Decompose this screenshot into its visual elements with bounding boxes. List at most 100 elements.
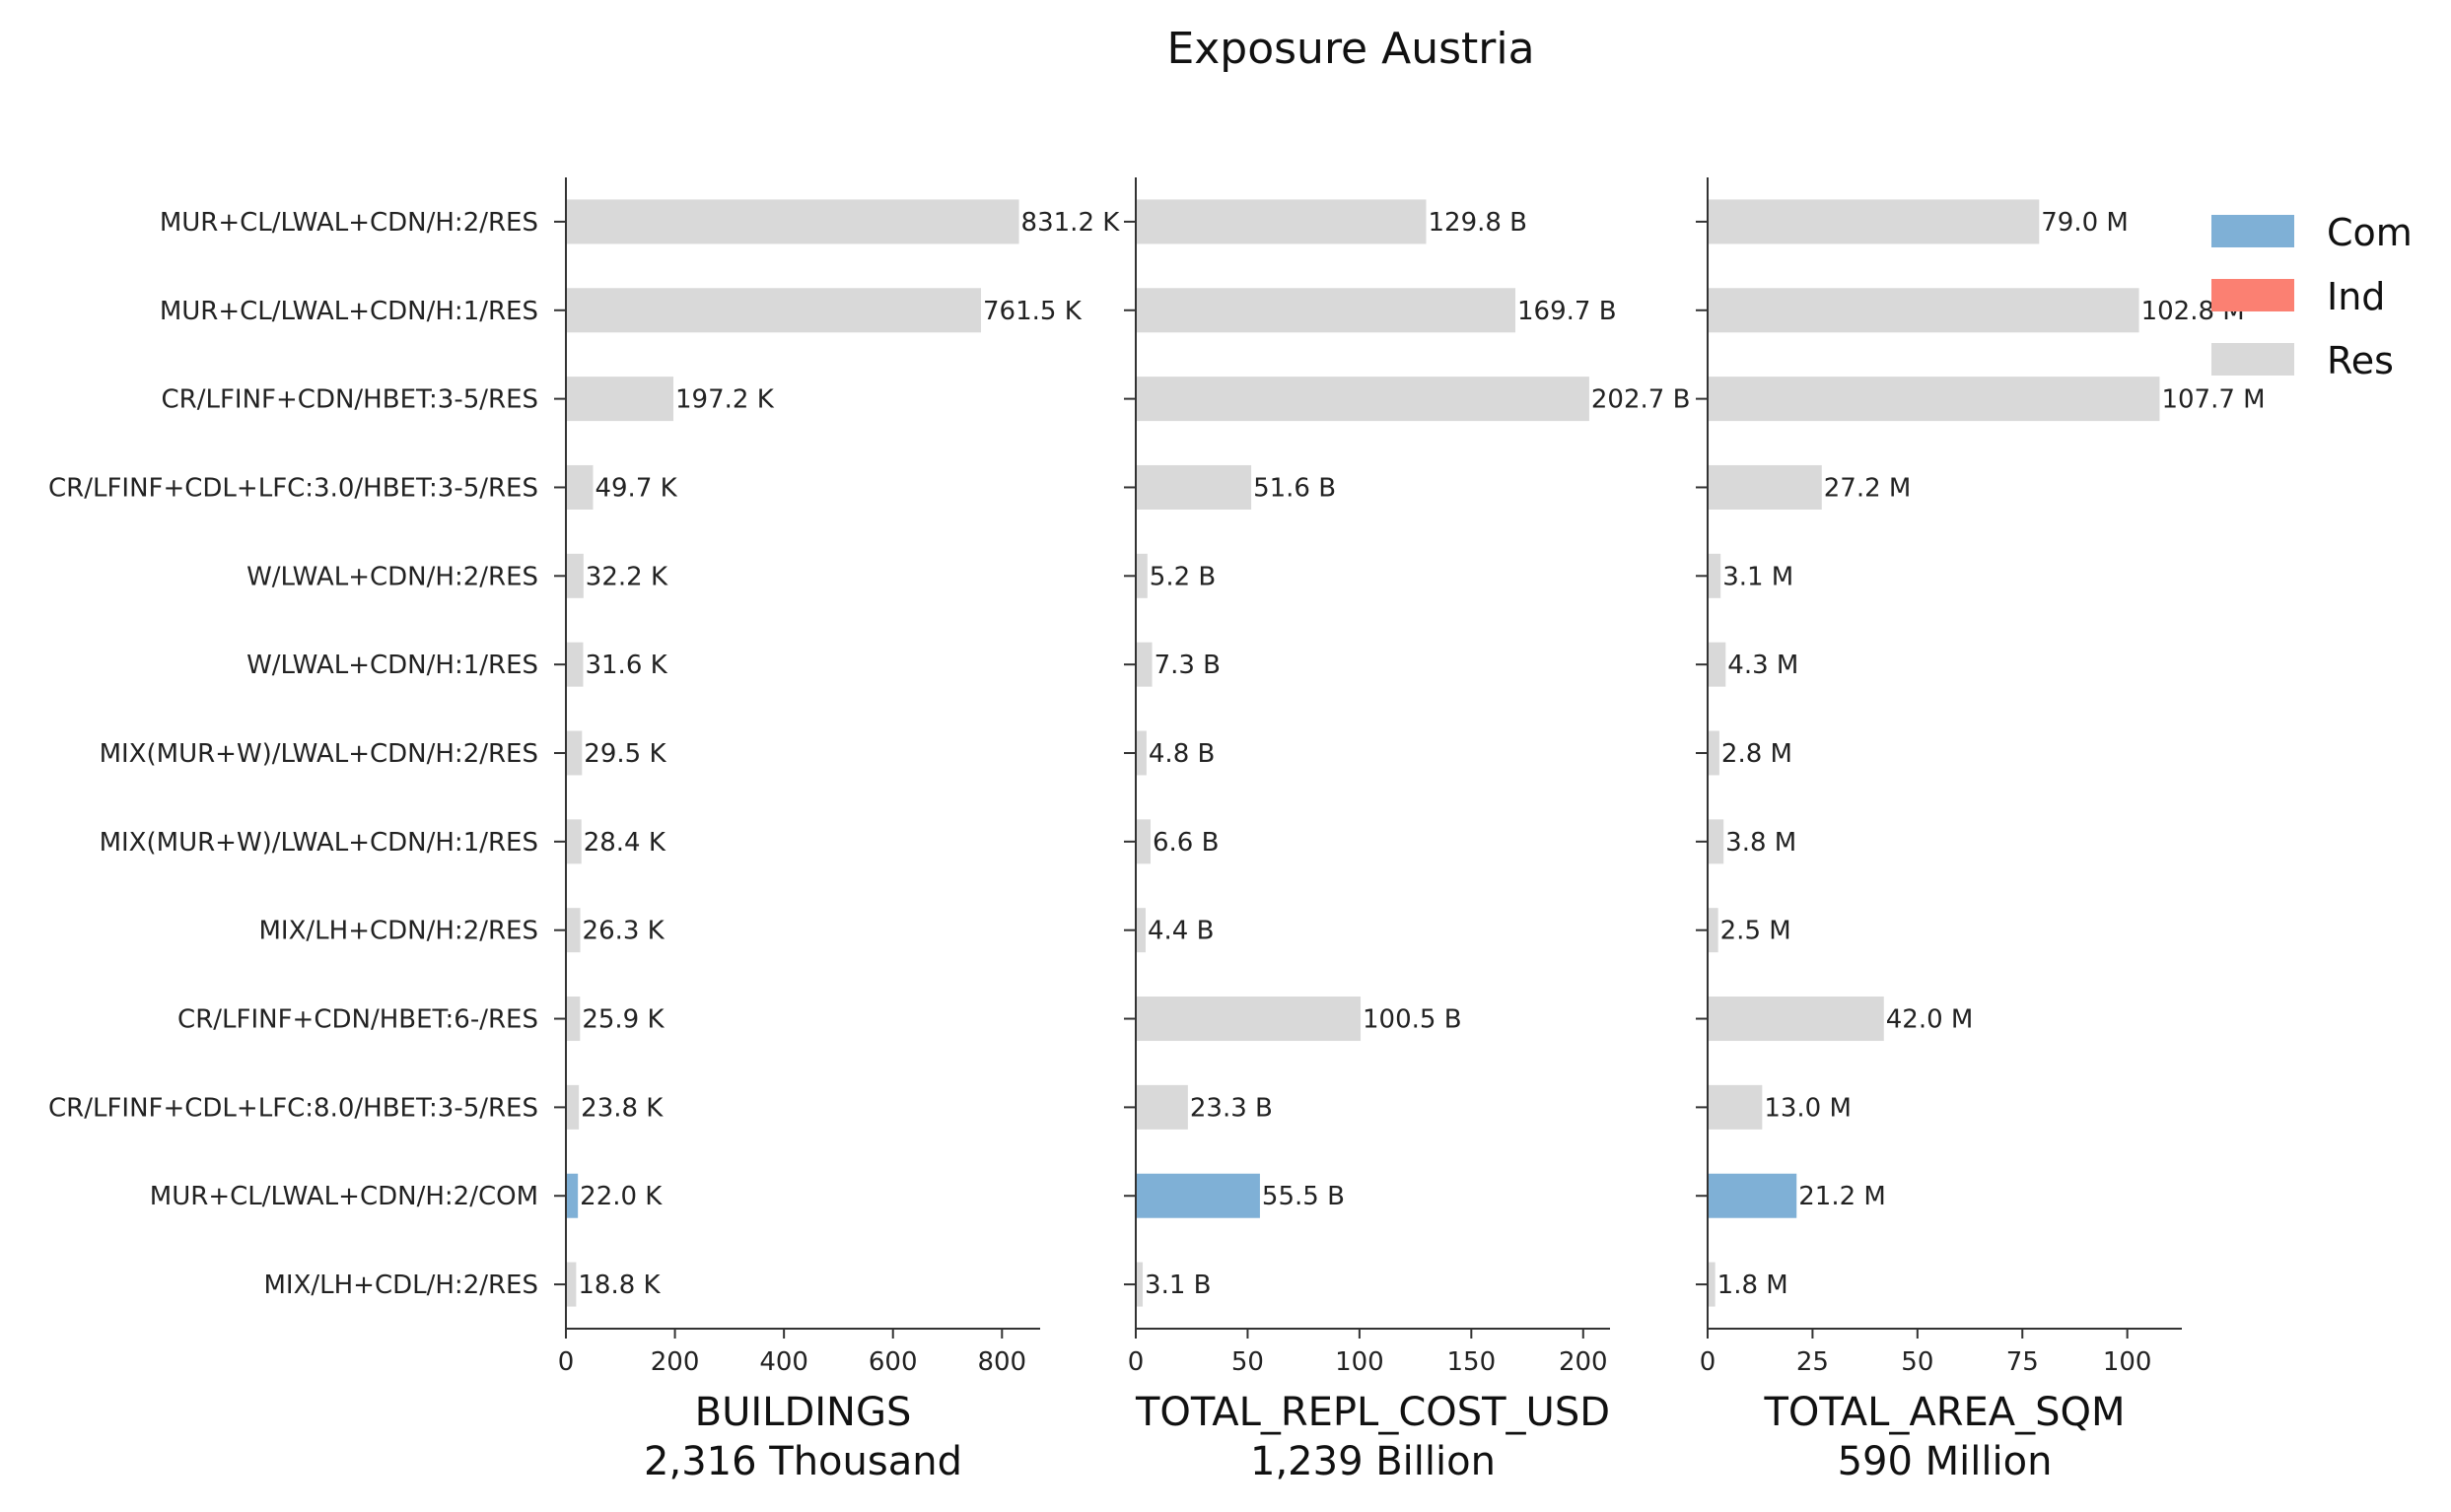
category-label: CR/LFINF+CDN/HBET:6-/RES [177, 1005, 538, 1035]
bar-value-label: 3.1 B [1145, 1271, 1211, 1300]
category-label: CR/LFINF+CDL+LFC:3.0/HBET:3-5/RES [48, 473, 538, 503]
bar [1709, 997, 1884, 1042]
legend-swatch [2211, 215, 2294, 247]
bar [1709, 1262, 1716, 1307]
category-label: MIX(MUR+W)/LWAL+CDN/H:1/RES [100, 828, 538, 858]
bar-value-label: 3.8 M [1725, 828, 1796, 858]
bar-value-label: 4.8 B [1149, 739, 1215, 769]
bar-value-label: 23.8 K [581, 1093, 664, 1123]
bar [1709, 908, 1718, 953]
category-label: MIX/LH+CDL/H:2/RES [263, 1271, 538, 1300]
bar-value-label: 55.5 B [1262, 1182, 1345, 1211]
bar [1709, 377, 2160, 422]
bar [567, 1173, 579, 1218]
bar [1709, 553, 1721, 598]
category-label: W/LWAL+CDN/H:1/RES [246, 651, 538, 680]
category-label: MUR+CL/LWAL+CDN/H:1/RES [160, 297, 538, 326]
bar [1137, 997, 1362, 1042]
bar [567, 908, 581, 953]
bar [567, 1084, 580, 1130]
category-label: MUR+CL/LWAL+CDN/H:2/RES [160, 208, 538, 238]
bar [1137, 642, 1153, 687]
bar [1709, 199, 2040, 244]
bar [567, 819, 582, 864]
bar-value-label: 197.2 K [675, 385, 775, 415]
x-tick-label: 800 [977, 1347, 1026, 1377]
bar [1137, 730, 1147, 776]
bar-value-label: 26.3 K [583, 917, 665, 946]
x-tick-label: 100 [1335, 1347, 1384, 1377]
bar [1709, 1084, 1763, 1130]
bar-value-label: 27.2 M [1824, 473, 1912, 503]
bar [1137, 1173, 1260, 1218]
x-tick-label: 0 [558, 1347, 575, 1377]
bar [567, 730, 583, 776]
bar-value-label: 25.9 K [582, 1005, 665, 1035]
x-tick-label: 200 [651, 1347, 700, 1377]
panel-total: 2,316 Thousand [644, 1439, 962, 1484]
x-tick-label: 150 [1447, 1347, 1497, 1377]
bar-value-label: 5.2 B [1150, 562, 1216, 591]
bar-value-label: 28.4 K [584, 828, 666, 858]
bar [567, 464, 594, 510]
bar [1137, 908, 1146, 953]
legend-label: Ind [2327, 275, 2385, 318]
bar-value-label: 4.3 M [1727, 651, 1798, 680]
bar [567, 553, 584, 598]
bar-value-label: 107.7 M [2161, 385, 2265, 415]
bar-value-label: 2.8 M [1721, 739, 1792, 769]
bar [1137, 1262, 1144, 1307]
bar [567, 199, 1019, 244]
x-tick-label: 0 [1128, 1347, 1145, 1377]
x-tick-label: 75 [2006, 1347, 2039, 1377]
bar [1137, 377, 1589, 422]
category-label: CR/LFINF+CDL+LFC:8.0/HBET:3-5/RES [48, 1093, 538, 1123]
category-label: W/LWAL+CDN/H:2/RES [246, 562, 538, 591]
bar-value-label: 31.6 K [585, 651, 667, 680]
bar-value-label: 2.5 M [1720, 917, 1791, 946]
bar-value-label: 100.5 B [1363, 1005, 1462, 1035]
category-label: CR/LFINF+CDN/HBET:3-5/RES [162, 385, 538, 415]
x-tick-label: 50 [1231, 1347, 1264, 1377]
bar [1709, 642, 1726, 687]
legend-swatch [2211, 343, 2294, 376]
bar-value-label: 202.7 B [1591, 385, 1691, 415]
x-tick-label: 0 [1700, 1347, 1716, 1377]
legend-swatch [2211, 279, 2294, 311]
bar-value-label: 6.6 B [1153, 828, 1219, 858]
x-tick-label: 600 [869, 1347, 918, 1377]
bar [567, 642, 584, 687]
bar-value-label: 49.7 K [595, 473, 677, 503]
bar-value-label: 4.4 B [1148, 917, 1214, 946]
bar [1137, 1084, 1188, 1130]
bar [1137, 464, 1252, 510]
category-label: MIX(MUR+W)/LWAL+CDN/H:2/RES [100, 739, 538, 769]
bar-value-label: 32.2 K [586, 562, 668, 591]
legend-label: Com [2327, 211, 2413, 254]
x-tick-label: 400 [759, 1347, 808, 1377]
bar-value-label: 169.7 B [1517, 297, 1617, 326]
category-label: MUR+CL/LWAL+CDN/H:2/COM [150, 1182, 538, 1211]
bar [567, 377, 674, 422]
bar-value-label: 831.2 K [1021, 208, 1121, 238]
x-axis-label: TOTAL_AREA_SQM [1763, 1390, 2125, 1435]
bar [1137, 553, 1148, 598]
bar-value-label: 29.5 K [584, 739, 666, 769]
bar-value-label: 79.0 M [2041, 208, 2129, 238]
bar-value-label: 13.0 M [1764, 1093, 1852, 1123]
bar-value-label: 7.3 B [1155, 651, 1221, 680]
panel-total: 1,239 Billion [1250, 1439, 1496, 1484]
bar-value-label: 18.8 K [578, 1271, 661, 1300]
bar [1137, 819, 1151, 864]
bar-value-label: 23.3 B [1190, 1093, 1273, 1123]
bar-value-label: 129.8 B [1428, 208, 1527, 238]
x-axis-label: BUILDINGS [695, 1390, 912, 1435]
chart-title: Exposure Austria [1166, 24, 1534, 74]
bar-value-label: 42.0 M [1886, 1005, 1974, 1035]
category-label: MIX/LH+CDN/H:2/RES [259, 917, 539, 946]
bar-value-label: 51.6 B [1253, 473, 1336, 503]
x-tick-label: 100 [2103, 1347, 2152, 1377]
bar-value-label: 21.2 M [1798, 1182, 1886, 1211]
